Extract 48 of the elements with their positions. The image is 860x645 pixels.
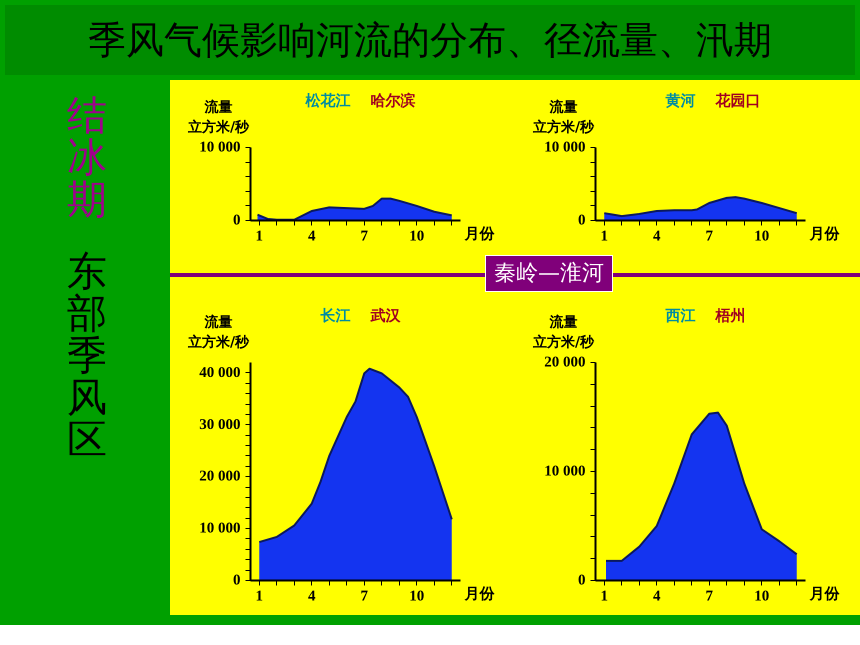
x-tick-label: 7 [360, 588, 368, 604]
x-tick-label: 10 [409, 228, 424, 244]
x-tick-label: 10 [409, 588, 424, 604]
y-tick-label: 10 000 [544, 140, 586, 156]
x-tick-label: 4 [308, 588, 316, 604]
y-axis-title: 流量立方米/秒 [532, 98, 596, 136]
x-axis-title: 月份 [464, 224, 496, 242]
x-tick-label: 1 [256, 588, 263, 604]
chart-subtitle: 梧州 [714, 306, 746, 324]
x-tick-label: 4 [653, 588, 661, 604]
text: 结冰期 [67, 94, 107, 222]
x-tick-label: 1 [600, 228, 608, 244]
x-axis-title: 月份 [808, 584, 840, 602]
chart-title: 长江 [320, 306, 350, 324]
chart-title: 西江 [664, 306, 696, 324]
y-tick-label: 0 [233, 212, 240, 228]
y-axis-title: 流量立方米/秒 [186, 314, 250, 350]
x-tick-label: 7 [706, 588, 714, 604]
x-tick-label: 1 [256, 228, 263, 244]
x-tick-label: 10 [754, 588, 770, 604]
y-tick-label: 40 000 [199, 364, 240, 381]
chart-subtitle: 花园口 [714, 92, 760, 110]
y-tick-label: 10 000 [199, 140, 240, 156]
text: 季风气候影响河流的分布、径流量、汛期 [88, 17, 772, 64]
x-tick-label: 1 [600, 588, 608, 604]
x-axis-title: 月份 [464, 584, 496, 602]
y-tick-label: 30 000 [199, 416, 240, 433]
y-tick-label: 10 000 [544, 464, 586, 480]
x-axis-title: 月份 [808, 224, 840, 242]
x-tick-label: 4 [308, 228, 316, 244]
x-tick-label: 10 [754, 228, 770, 244]
y-tick-label: 0 [233, 572, 240, 588]
y-tick-label: 0 [578, 212, 586, 228]
chart-subtitle: 武汉 [370, 306, 402, 324]
y-tick-label: 20 000 [199, 468, 240, 485]
y-axis-title: 流量立方米/秒 [186, 98, 250, 136]
chart-title: 黄河 [664, 92, 696, 110]
chart-subtitle: 哈尔滨 [370, 92, 416, 110]
text: 东部季风区 [67, 250, 107, 462]
y-tick-label: 0 [578, 572, 586, 588]
y-tick-label: 10 000 [199, 520, 240, 537]
y-axis-title: 流量立方米/秒 [532, 314, 596, 350]
x-tick-label: 4 [653, 228, 661, 244]
y-tick-label: 20 000 [544, 354, 586, 370]
text: 秦岭—淮河 [485, 255, 613, 292]
x-tick-label: 7 [706, 228, 714, 244]
chart-title: 松花江 [304, 92, 350, 110]
x-tick-label: 7 [360, 228, 368, 244]
